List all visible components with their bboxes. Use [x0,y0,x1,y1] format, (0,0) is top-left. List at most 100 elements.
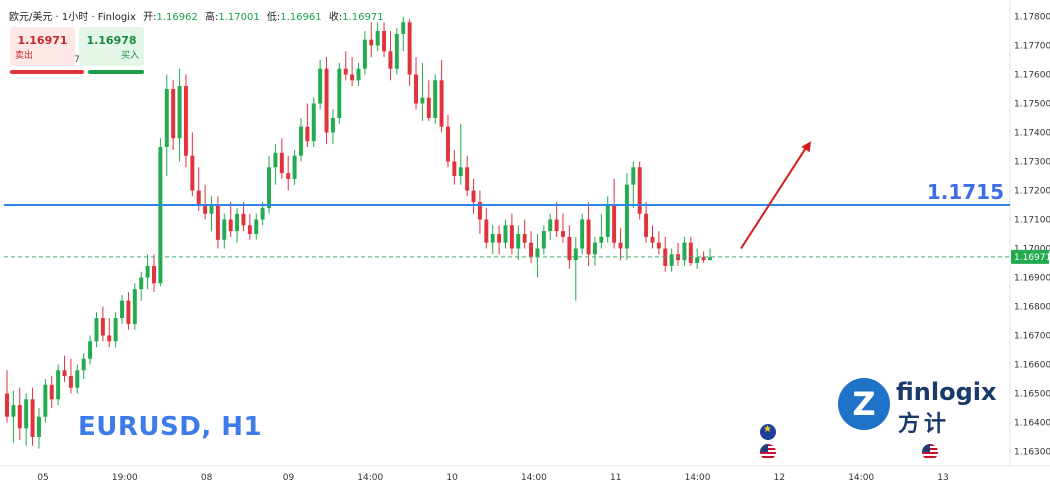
candle-body[interactable] [420,97,425,104]
candle-body[interactable] [509,225,514,249]
candle-body[interactable] [247,225,252,234]
candle-body[interactable] [439,80,444,127]
candle-body[interactable] [541,231,546,249]
candle-body[interactable] [465,167,470,191]
candle-body[interactable] [311,103,316,142]
candle-body[interactable] [369,39,374,46]
candle-body[interactable] [267,167,272,208]
eu-flag-icon[interactable] [760,424,776,440]
candle-body[interactable] [5,393,9,417]
candle-body[interactable] [516,234,521,249]
candle-body[interactable] [152,265,156,284]
candle-body[interactable] [107,335,112,342]
candle-body[interactable] [30,399,35,437]
candle-body[interactable] [222,219,227,240]
candle-body[interactable] [171,89,176,139]
candle-body[interactable] [394,33,399,69]
candle-body[interactable] [11,405,16,417]
candle-body[interactable] [650,236,655,243]
candle-body[interactable] [433,80,438,118]
candle-body[interactable] [158,147,163,284]
candle-body[interactable] [656,242,661,249]
candle-body[interactable] [484,219,489,243]
candle-body[interactable] [471,190,476,203]
candle-body[interactable] [100,318,105,336]
buy-button[interactable]: 1.16978 买入 [79,27,144,66]
candle-body[interactable] [81,358,86,371]
candle-body[interactable] [75,370,80,388]
candle-body[interactable] [554,219,559,232]
candle-body[interactable] [126,300,131,324]
candle-body[interactable] [586,219,591,255]
candle-body[interactable] [695,257,700,263]
candle-body[interactable] [490,234,495,243]
candle-body[interactable] [62,370,67,377]
candle-body[interactable] [669,254,674,266]
candle-body[interactable] [701,257,706,261]
candle-body[interactable] [567,236,572,261]
candle-body[interactable] [477,202,482,220]
candle-body[interactable] [350,74,355,81]
candle-body[interactable] [56,370,61,400]
candle-body[interactable] [164,89,169,147]
candle-body[interactable] [209,205,214,214]
candle-body[interactable] [183,86,188,156]
candle-body[interactable] [292,155,297,179]
candle-body[interactable] [228,219,233,232]
candle-body[interactable] [426,97,431,118]
sell-button[interactable]: 1.16971 卖出 [10,27,75,66]
candle-body[interactable] [36,416,41,437]
candle-body[interactable] [618,242,623,249]
candle-body[interactable] [215,205,220,240]
candle-body[interactable] [324,68,329,133]
candle-body[interactable] [375,31,380,46]
candle-body[interactable] [573,248,578,261]
us-flag-icon[interactable] [922,444,938,460]
candle-body[interactable] [196,190,201,206]
candle-body[interactable] [445,126,450,162]
candle-body[interactable] [382,31,387,52]
candle-body[interactable] [401,22,406,34]
candle-body[interactable] [522,234,527,243]
candle-body[interactable] [631,167,636,185]
candle-body[interactable] [139,277,144,290]
candle-body[interactable] [330,118,335,133]
candle-body[interactable] [458,167,463,176]
candle-body[interactable] [605,205,610,237]
candle-body[interactable] [599,236,604,243]
candle-body[interactable] [452,161,457,177]
candle-body[interactable] [279,152,284,174]
candle-body[interactable] [49,384,54,400]
candle-body[interactable] [688,242,693,263]
candle-body[interactable] [624,184,629,249]
candle-body[interactable] [260,207,265,220]
candle-body[interactable] [17,405,22,429]
candle-body[interactable] [407,22,412,75]
candle-body[interactable] [273,152,278,168]
candle-body[interactable] [644,213,649,237]
candle-body[interactable] [94,318,99,342]
candle-body[interactable] [24,399,29,429]
candle-body[interactable] [145,265,150,278]
candle-body[interactable] [503,225,508,243]
candle-body[interactable] [177,86,182,139]
candle-body[interactable] [299,126,303,156]
candle-body[interactable] [356,68,361,81]
candle-body[interactable] [612,205,617,243]
candle-body[interactable] [235,213,240,232]
candle-body[interactable] [190,155,195,191]
candle-body[interactable] [388,51,393,69]
candle-body[interactable] [343,68,348,75]
candle-body[interactable] [337,68,342,118]
candle-body[interactable] [305,126,310,142]
us-flag-icon[interactable] [760,444,776,460]
candle-body[interactable] [88,341,93,359]
candle-body[interactable] [561,231,565,237]
candle-body[interactable] [113,318,118,342]
candle-body[interactable] [286,173,291,179]
candle-body[interactable] [68,376,73,388]
candle-body[interactable] [414,74,418,104]
candle-body[interactable] [682,242,687,261]
candle-body[interactable] [497,234,502,243]
